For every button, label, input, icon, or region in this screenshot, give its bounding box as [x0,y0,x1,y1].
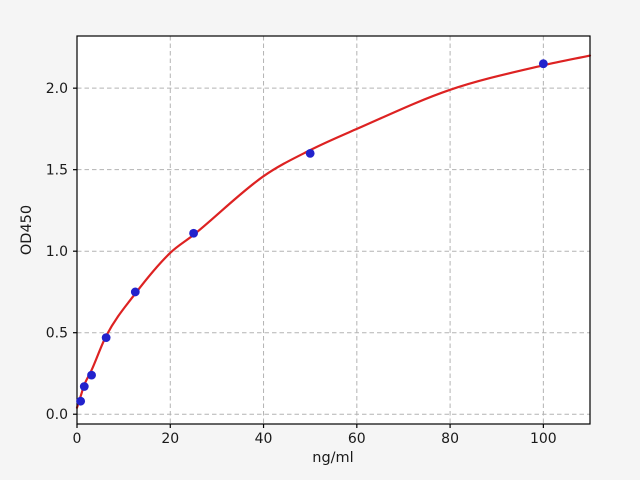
x-tick-label: 40 [255,431,273,447]
y-tick-label: 0.0 [46,407,68,423]
y-tick-label: 1.0 [46,244,68,260]
axes-spines [76,35,591,425]
x-axis-label: ng/ml [312,450,353,466]
data-point [101,333,111,342]
plot-area [77,36,590,424]
y-tick-label: 2.0 [46,81,68,97]
tick-labels: 0 20 40 60 80 100 0.0 0.5 1.0 1.5 2.0 [46,81,557,447]
data-point [79,382,89,391]
y-tick-label: 0.5 [46,326,68,342]
axis-ticks [73,87,544,428]
y-axis-label: OD450 [19,205,35,255]
x-tick-label: 60 [348,431,366,447]
data-point [76,396,86,406]
data-point [538,59,548,69]
x-tick-label: 20 [161,431,179,447]
data-points-layer [76,59,548,406]
x-tick-label: 80 [441,431,459,447]
data-point [305,148,315,158]
y-tick-label: 1.5 [46,163,68,179]
data-point [189,228,198,238]
x-tick-label: 100 [530,431,557,447]
data-point [130,287,140,297]
x-tick-label: 0 [73,431,82,447]
data-point [87,370,96,380]
